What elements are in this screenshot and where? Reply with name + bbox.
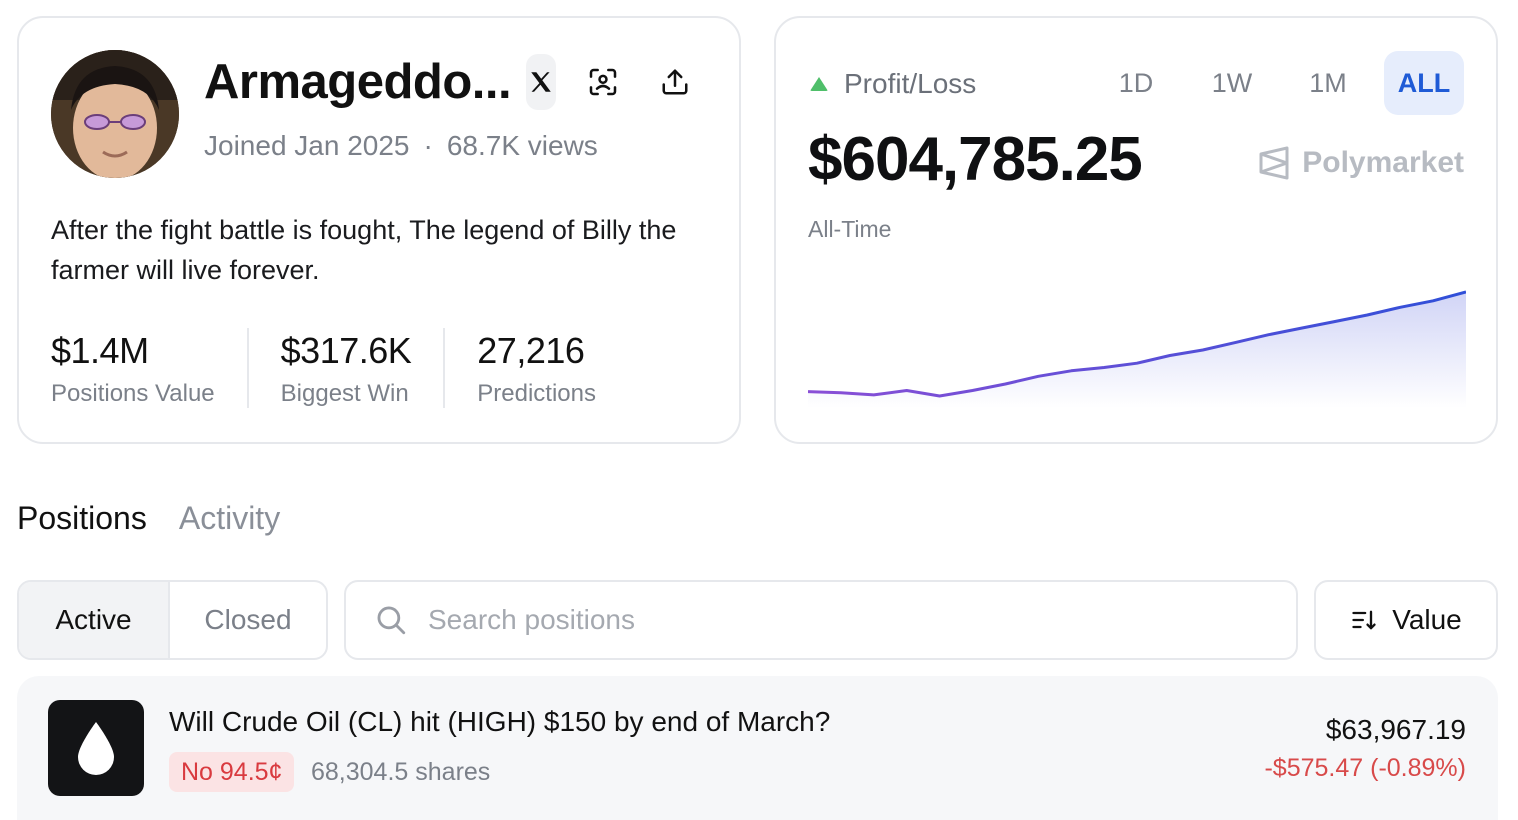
filter-active[interactable]: Active bbox=[19, 582, 170, 658]
outcome-badge: No 94.5¢ bbox=[169, 752, 295, 792]
brand-label: Polymarket bbox=[1302, 146, 1464, 179]
x-profile-button[interactable] bbox=[526, 54, 556, 110]
status-filter: Active Closed bbox=[17, 580, 328, 660]
x-logo-icon bbox=[531, 72, 551, 92]
share-button[interactable] bbox=[647, 54, 703, 110]
pnl-value: $604,785.25 bbox=[808, 125, 1143, 194]
views-count: 68.7K views bbox=[446, 130, 598, 161]
avatar[interactable] bbox=[51, 50, 179, 178]
pnl-area-fill bbox=[808, 292, 1466, 408]
profile-stats: $1.4M Positions Value $317.6K Biggest Wi… bbox=[51, 328, 628, 408]
search-icon bbox=[377, 606, 406, 635]
range-1w[interactable]: 1W bbox=[1211, 67, 1253, 98]
scan-face-icon bbox=[589, 68, 617, 96]
triangle-up-icon bbox=[810, 77, 828, 91]
username: Armageddo... bbox=[204, 55, 512, 109]
oil-drop-icon bbox=[78, 722, 114, 775]
market-icon bbox=[48, 700, 144, 796]
meta-separator: · bbox=[423, 130, 433, 161]
stat-label: Positions Value bbox=[51, 380, 215, 407]
stat-value: 27,216 bbox=[477, 330, 585, 371]
market-title[interactable]: Will Crude Oil (CL) hit (HIGH) $150 by e… bbox=[169, 706, 831, 737]
profile-card: Armageddo... Joined Jan 2025 · 68.7K views… bbox=[17, 16, 741, 444]
avatar-image bbox=[51, 50, 179, 178]
position-value: $63,967.19 bbox=[1325, 714, 1466, 745]
polymarket-logo-icon bbox=[1259, 146, 1289, 180]
position-row[interactable]: Will Crude Oil (CL) hit (HIGH) $150 by e… bbox=[17, 676, 1498, 820]
stat-biggest-win: $317.6K Biggest Win bbox=[246, 328, 444, 408]
shares-count: 68,304.5 shares bbox=[311, 758, 491, 786]
filter-closed[interactable]: Closed bbox=[204, 604, 292, 635]
joined-date: Joined Jan 2025 bbox=[204, 130, 410, 161]
pnl-title-label: Profit/Loss bbox=[844, 68, 977, 99]
sort-icon bbox=[1352, 610, 1376, 630]
stat-label: Predictions bbox=[477, 380, 597, 407]
stat-label: Biggest Win bbox=[280, 380, 409, 407]
tab-positions[interactable]: Positions bbox=[17, 500, 147, 536]
pnl-period: All-Time bbox=[808, 216, 892, 242]
sort-button[interactable]: Value bbox=[1314, 580, 1498, 660]
stat-positions-value: $1.4M Positions Value bbox=[51, 328, 247, 408]
pnl-chart[interactable] bbox=[808, 282, 1466, 408]
share-upload-icon bbox=[662, 69, 688, 95]
profile-meta: Joined Jan 2025 · 68.7K views bbox=[204, 130, 598, 162]
range-1d[interactable]: 1D bbox=[1118, 67, 1154, 98]
stat-predictions: 27,216 Predictions bbox=[443, 328, 628, 408]
pnl-title: Profit/Loss bbox=[810, 68, 976, 100]
profile-bio: After the fight battle is fought, The le… bbox=[51, 215, 677, 285]
sort-label: Value bbox=[1392, 604, 1462, 635]
scan-button[interactable] bbox=[575, 54, 631, 110]
search-box[interactable] bbox=[344, 580, 1298, 660]
search-input[interactable] bbox=[428, 604, 1288, 636]
stat-value: $317.6K bbox=[280, 330, 412, 371]
pnl-series-line bbox=[808, 290, 1466, 398]
content-tabs: Positions Activity bbox=[17, 500, 280, 537]
stat-value: $1.4M bbox=[51, 330, 149, 371]
pnl-card: Profit/Loss 1D 1W 1M ALL $604,785.25 Pol… bbox=[774, 16, 1498, 444]
polymarket-brand: Polymarket bbox=[1258, 146, 1464, 180]
range-selector: 1D 1W 1M ALL bbox=[1096, 51, 1464, 115]
range-1m[interactable]: 1M bbox=[1309, 67, 1347, 98]
position-change: -$575.47 (-0.89%) bbox=[1264, 754, 1466, 782]
range-all[interactable]: ALL bbox=[1384, 51, 1464, 115]
tab-activity[interactable]: Activity bbox=[178, 500, 281, 536]
